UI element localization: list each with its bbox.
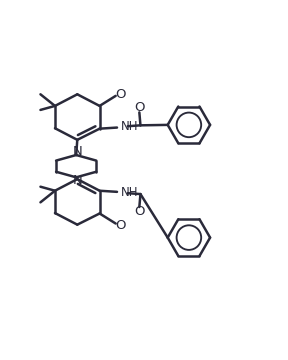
Text: O: O xyxy=(134,101,145,114)
Text: NH: NH xyxy=(121,186,139,199)
Text: O: O xyxy=(115,87,126,100)
Text: O: O xyxy=(115,219,126,232)
Text: NH: NH xyxy=(121,120,139,133)
Text: O: O xyxy=(134,206,145,219)
Text: N: N xyxy=(72,174,82,188)
Text: N: N xyxy=(72,145,82,158)
